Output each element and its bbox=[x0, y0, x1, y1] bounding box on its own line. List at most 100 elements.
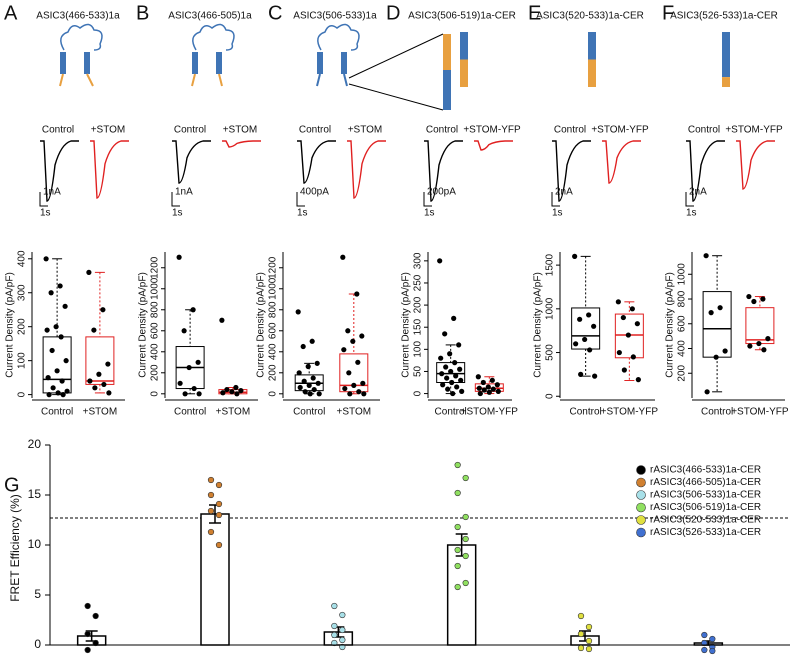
x-tick-label: +STOM-YFP bbox=[731, 407, 789, 418]
legend-label: rASIC3(466-533)1a-CER bbox=[650, 465, 761, 476]
data-point bbox=[207, 528, 215, 536]
x-tick-label: Control bbox=[435, 407, 467, 418]
y-tick-label: 250 bbox=[413, 274, 424, 291]
panel-title: ASIC3(526-533)1a-CER bbox=[670, 11, 778, 22]
data-point bbox=[708, 310, 714, 316]
data-point bbox=[440, 382, 446, 388]
trace-label: Control bbox=[554, 125, 586, 136]
data-point bbox=[459, 388, 465, 394]
data-point bbox=[207, 476, 215, 484]
data-point bbox=[63, 358, 69, 364]
data-point bbox=[339, 643, 346, 651]
scale-label: 400pA bbox=[300, 187, 329, 198]
data-point bbox=[186, 364, 192, 371]
data-point bbox=[746, 293, 752, 300]
data-point bbox=[309, 338, 315, 344]
data-point bbox=[182, 391, 188, 397]
data-point bbox=[44, 327, 50, 333]
data-point bbox=[316, 391, 322, 397]
c-tail bbox=[316, 73, 348, 87]
data-point bbox=[106, 390, 112, 396]
helix-segment bbox=[443, 34, 451, 70]
data-point bbox=[311, 386, 317, 393]
data-point bbox=[219, 317, 225, 323]
y-tick-label: 200 bbox=[677, 364, 688, 381]
y-tick-label: 1000 bbox=[677, 263, 688, 286]
data-point bbox=[101, 381, 107, 388]
y-tick-label: 20 bbox=[28, 437, 42, 451]
y-axis-label: Current Density (pA/pF) bbox=[665, 272, 676, 378]
data-point bbox=[454, 489, 461, 497]
data-point bbox=[54, 368, 60, 374]
scale-label: 2nA bbox=[555, 187, 573, 198]
data-point bbox=[701, 639, 708, 647]
data-point bbox=[191, 385, 197, 392]
scale-label: 1s bbox=[424, 208, 435, 219]
y-tick-label: 300 bbox=[17, 284, 28, 301]
data-point bbox=[100, 307, 106, 313]
y-tick-label: 50 bbox=[413, 365, 424, 377]
y-tick-label: 600 bbox=[677, 315, 688, 332]
data-point bbox=[751, 298, 757, 305]
y-tick-label: 200 bbox=[17, 318, 28, 335]
data-point bbox=[577, 316, 583, 322]
current-trace bbox=[172, 140, 211, 184]
scale-bar bbox=[685, 192, 694, 207]
scale-bar bbox=[296, 192, 305, 207]
data-point bbox=[92, 385, 98, 391]
trace-label: Control bbox=[688, 125, 720, 136]
legend-marker bbox=[636, 502, 646, 513]
data-point bbox=[477, 390, 483, 397]
schematic bbox=[722, 32, 730, 87]
data-point bbox=[447, 351, 453, 357]
data-point bbox=[573, 341, 579, 347]
data-point bbox=[717, 305, 723, 311]
data-point bbox=[582, 336, 588, 343]
trace-label: +STOM-YFP bbox=[591, 125, 649, 136]
data-point bbox=[703, 253, 709, 259]
legend-label: rASIC3(506-519)1a-CER bbox=[650, 502, 761, 513]
y-tick-label: 300 bbox=[413, 252, 424, 269]
data-point bbox=[45, 375, 51, 381]
data-point bbox=[756, 340, 762, 347]
data-point bbox=[305, 363, 311, 370]
trace-label: Control bbox=[42, 125, 74, 136]
data-point bbox=[43, 256, 49, 262]
x-tick-label: Control bbox=[293, 407, 325, 418]
legend-marker bbox=[636, 527, 646, 538]
legend-label: rASIC3(466-505)1a-CER bbox=[650, 477, 761, 488]
bar bbox=[200, 513, 230, 646]
data-point bbox=[177, 380, 183, 386]
panel-letter: E bbox=[528, 2, 541, 24]
scale-bar bbox=[171, 192, 180, 207]
y-tick-label: 0 bbox=[150, 391, 161, 397]
current-trace bbox=[686, 140, 725, 202]
legend-label: rASIC3(520-533)1a-CER bbox=[650, 515, 761, 526]
y-tick-label: 1000 bbox=[545, 297, 556, 320]
y-axis-label: FRET Efficiency (%) bbox=[8, 494, 22, 602]
x-tick-label: Control bbox=[174, 407, 206, 418]
c-tail bbox=[191, 73, 223, 87]
data-point bbox=[207, 491, 215, 499]
y-tick-label: 400 bbox=[268, 343, 279, 360]
data-point bbox=[490, 386, 496, 392]
data-point bbox=[489, 377, 495, 383]
data-point bbox=[454, 384, 460, 390]
schematic bbox=[588, 32, 596, 87]
data-point bbox=[181, 328, 187, 334]
data-point bbox=[55, 390, 61, 396]
data-point bbox=[444, 375, 450, 381]
trace-label: +STOM bbox=[348, 125, 383, 136]
x-tick-label: Control bbox=[701, 407, 733, 418]
data-point bbox=[592, 373, 598, 379]
data-point bbox=[462, 513, 469, 521]
data-point bbox=[453, 373, 459, 379]
y-tick-label: 600 bbox=[150, 322, 161, 339]
data-point bbox=[301, 378, 307, 384]
trace-label: Control bbox=[174, 125, 206, 136]
data-point bbox=[591, 323, 597, 329]
scale-bar bbox=[39, 192, 48, 207]
box bbox=[702, 291, 732, 358]
box bbox=[42, 336, 72, 394]
channel-loop bbox=[60, 23, 103, 51]
